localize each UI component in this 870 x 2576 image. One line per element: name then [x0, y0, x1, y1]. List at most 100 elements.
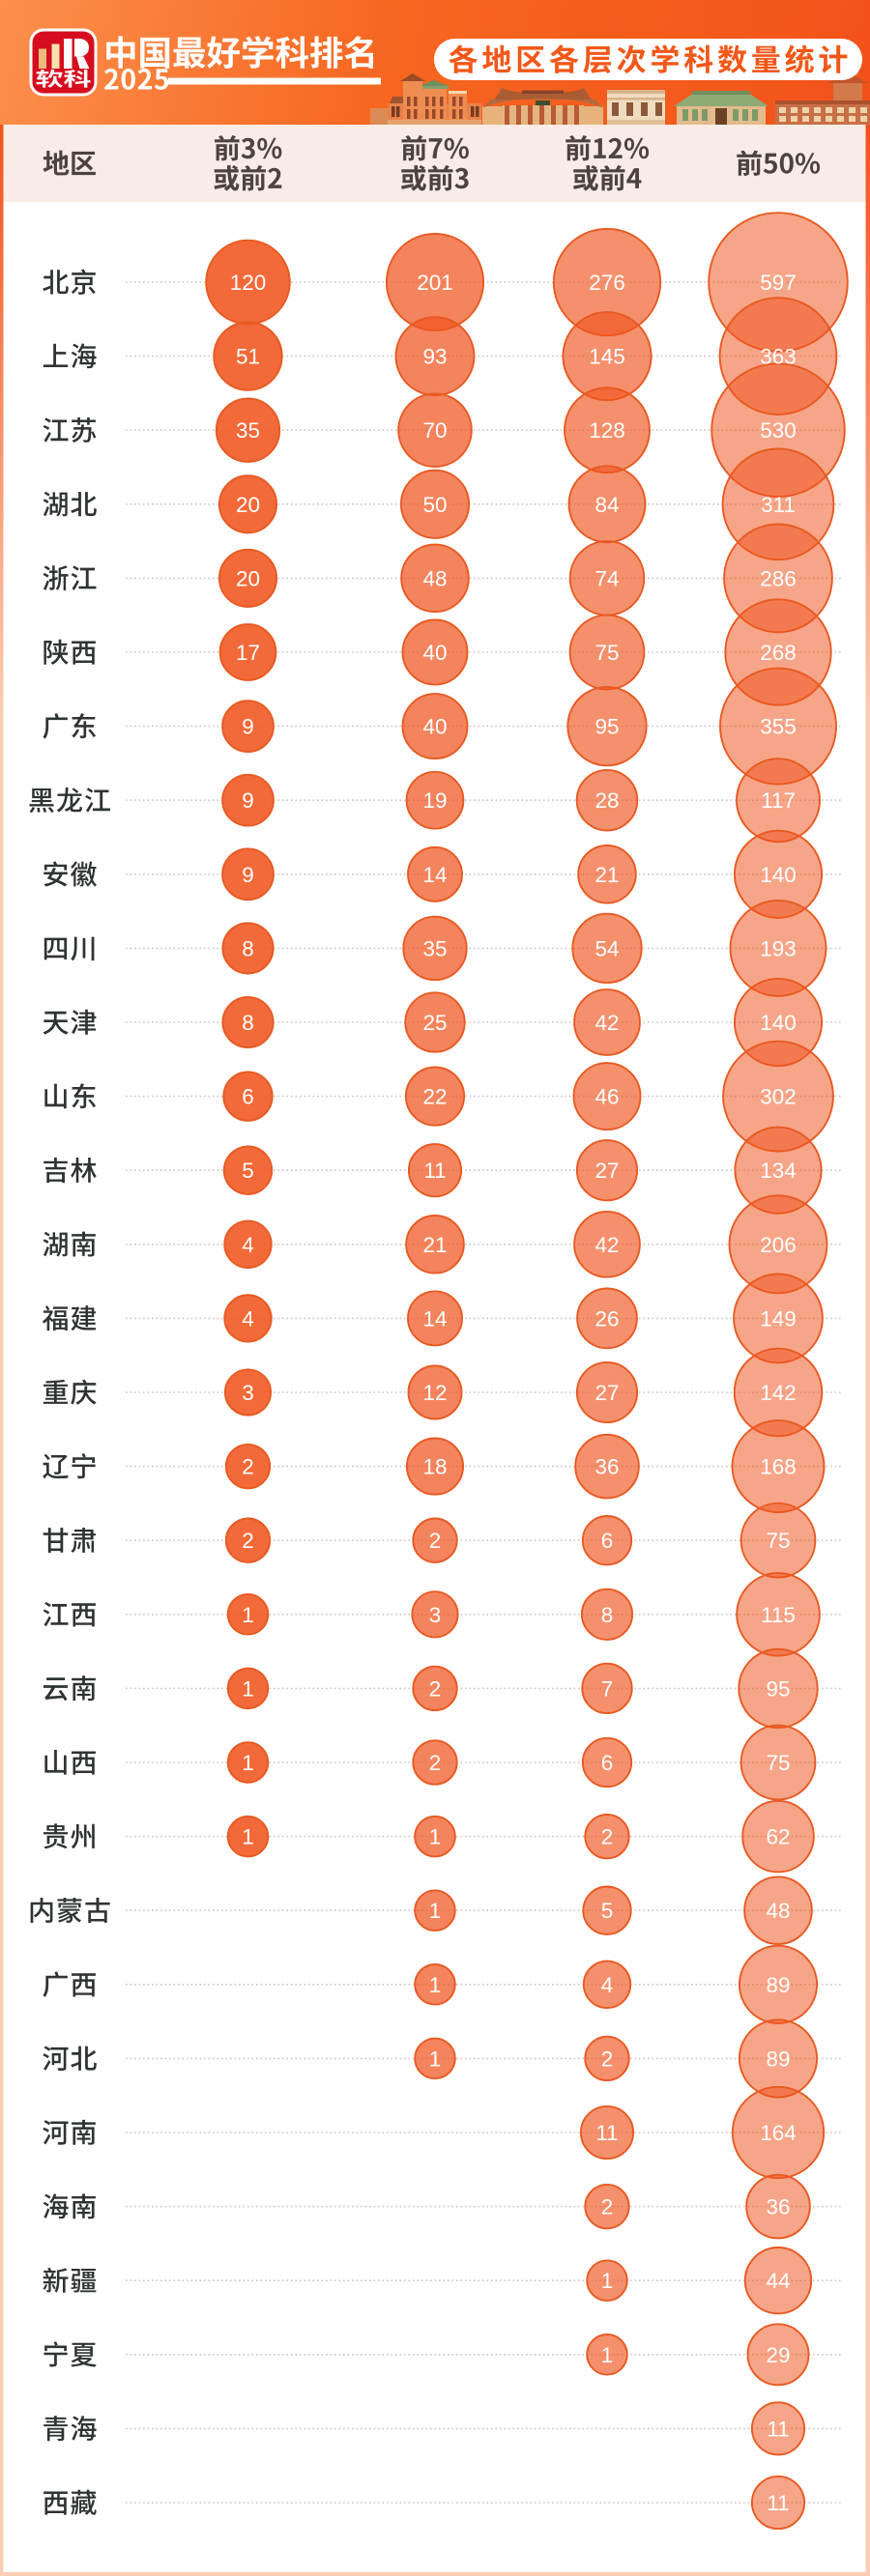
svg-text:36: 36	[766, 2195, 790, 2219]
svg-text:140: 140	[760, 1011, 797, 1035]
svg-text:28: 28	[594, 788, 619, 813]
svg-text:5: 5	[242, 1159, 254, 1183]
svg-text:2: 2	[242, 1455, 254, 1479]
svg-text:18: 18	[422, 1455, 447, 1479]
svg-text:8: 8	[242, 1011, 254, 1035]
svg-text:1: 1	[429, 2046, 442, 2071]
svg-text:149: 149	[760, 1306, 797, 1331]
svg-text:134: 134	[760, 1159, 797, 1183]
svg-text:8: 8	[601, 1603, 614, 1627]
svg-text:1: 1	[242, 1676, 254, 1701]
svg-text:286: 286	[760, 566, 797, 590]
svg-text:20: 20	[236, 566, 260, 590]
svg-text:2: 2	[429, 1751, 442, 1775]
svg-text:51: 51	[236, 345, 260, 369]
svg-text:11: 11	[423, 1159, 446, 1183]
svg-text:1: 1	[601, 2343, 614, 2367]
svg-text:145: 145	[589, 345, 625, 369]
svg-text:302: 302	[760, 1085, 797, 1109]
svg-text:2: 2	[242, 1529, 254, 1553]
svg-text:1: 1	[242, 1603, 254, 1627]
svg-text:142: 142	[760, 1381, 797, 1405]
svg-text:11: 11	[767, 2417, 789, 2441]
svg-text:3: 3	[429, 1603, 442, 1627]
svg-text:276: 276	[589, 271, 625, 295]
svg-text:530: 530	[760, 418, 797, 443]
svg-text:1: 1	[601, 2269, 614, 2293]
svg-text:93: 93	[422, 345, 447, 369]
svg-text:11: 11	[595, 2121, 618, 2145]
svg-text:22: 22	[422, 1085, 447, 1109]
svg-text:74: 74	[594, 566, 619, 590]
svg-text:48: 48	[422, 566, 447, 590]
svg-text:164: 164	[760, 2121, 797, 2145]
svg-text:48: 48	[766, 1899, 790, 1923]
svg-text:120: 120	[230, 271, 267, 295]
svg-text:46: 46	[594, 1085, 619, 1109]
svg-text:2: 2	[601, 1825, 614, 1849]
svg-text:40: 40	[422, 641, 447, 665]
svg-text:20: 20	[236, 493, 260, 517]
svg-text:4: 4	[601, 1973, 614, 1997]
svg-text:2: 2	[601, 2046, 614, 2071]
svg-text:9: 9	[242, 863, 254, 887]
svg-text:8: 8	[242, 936, 254, 960]
svg-text:70: 70	[422, 418, 447, 443]
svg-text:25: 25	[422, 1011, 447, 1035]
svg-text:50: 50	[422, 493, 447, 517]
svg-text:1: 1	[242, 1751, 254, 1775]
svg-text:26: 26	[594, 1306, 619, 1331]
svg-text:268: 268	[760, 641, 797, 665]
svg-text:9: 9	[242, 715, 254, 739]
svg-text:1: 1	[429, 1825, 442, 1849]
svg-text:95: 95	[594, 715, 619, 739]
svg-text:14: 14	[422, 1306, 447, 1331]
svg-text:597: 597	[760, 271, 797, 295]
svg-text:4: 4	[242, 1306, 254, 1331]
svg-text:1: 1	[429, 1973, 442, 1997]
svg-text:27: 27	[594, 1159, 619, 1183]
svg-text:2: 2	[601, 2195, 614, 2219]
svg-text:17: 17	[236, 641, 260, 665]
svg-text:21: 21	[422, 1233, 447, 1257]
svg-text:2: 2	[429, 1676, 442, 1701]
svg-text:40: 40	[422, 715, 447, 739]
svg-text:168: 168	[760, 1455, 797, 1479]
svg-text:311: 311	[761, 493, 796, 517]
svg-text:29: 29	[766, 2343, 790, 2367]
svg-text:42: 42	[594, 1233, 619, 1257]
svg-text:35: 35	[236, 418, 260, 443]
svg-text:1: 1	[429, 1899, 442, 1923]
svg-text:75: 75	[766, 1751, 790, 1775]
svg-text:3: 3	[242, 1381, 254, 1405]
svg-text:11: 11	[767, 2491, 789, 2515]
svg-text:115: 115	[761, 1603, 796, 1627]
svg-text:95: 95	[766, 1676, 790, 1701]
svg-text:35: 35	[422, 936, 447, 960]
svg-text:12: 12	[422, 1381, 447, 1405]
svg-text:206: 206	[760, 1233, 797, 1257]
svg-text:84: 84	[594, 493, 619, 517]
svg-text:21: 21	[594, 863, 619, 887]
svg-text:89: 89	[766, 1973, 790, 1997]
svg-text:9: 9	[242, 788, 254, 813]
svg-text:6: 6	[601, 1751, 614, 1775]
svg-text:140: 140	[760, 863, 797, 887]
svg-text:27: 27	[594, 1381, 619, 1405]
svg-text:193: 193	[760, 936, 797, 960]
svg-text:19: 19	[422, 788, 447, 813]
svg-text:363: 363	[760, 345, 797, 369]
svg-text:355: 355	[760, 715, 797, 739]
svg-text:1: 1	[242, 1825, 254, 1849]
svg-text:6: 6	[242, 1085, 254, 1109]
svg-text:2: 2	[429, 1529, 442, 1553]
svg-text:14: 14	[422, 863, 447, 887]
svg-text:54: 54	[594, 936, 619, 960]
svg-text:62: 62	[766, 1825, 790, 1849]
svg-text:44: 44	[766, 2269, 790, 2293]
svg-text:6: 6	[601, 1529, 614, 1553]
svg-text:201: 201	[417, 271, 453, 295]
svg-text:75: 75	[766, 1529, 790, 1553]
svg-text:89: 89	[766, 2046, 790, 2071]
svg-text:5: 5	[601, 1899, 614, 1923]
